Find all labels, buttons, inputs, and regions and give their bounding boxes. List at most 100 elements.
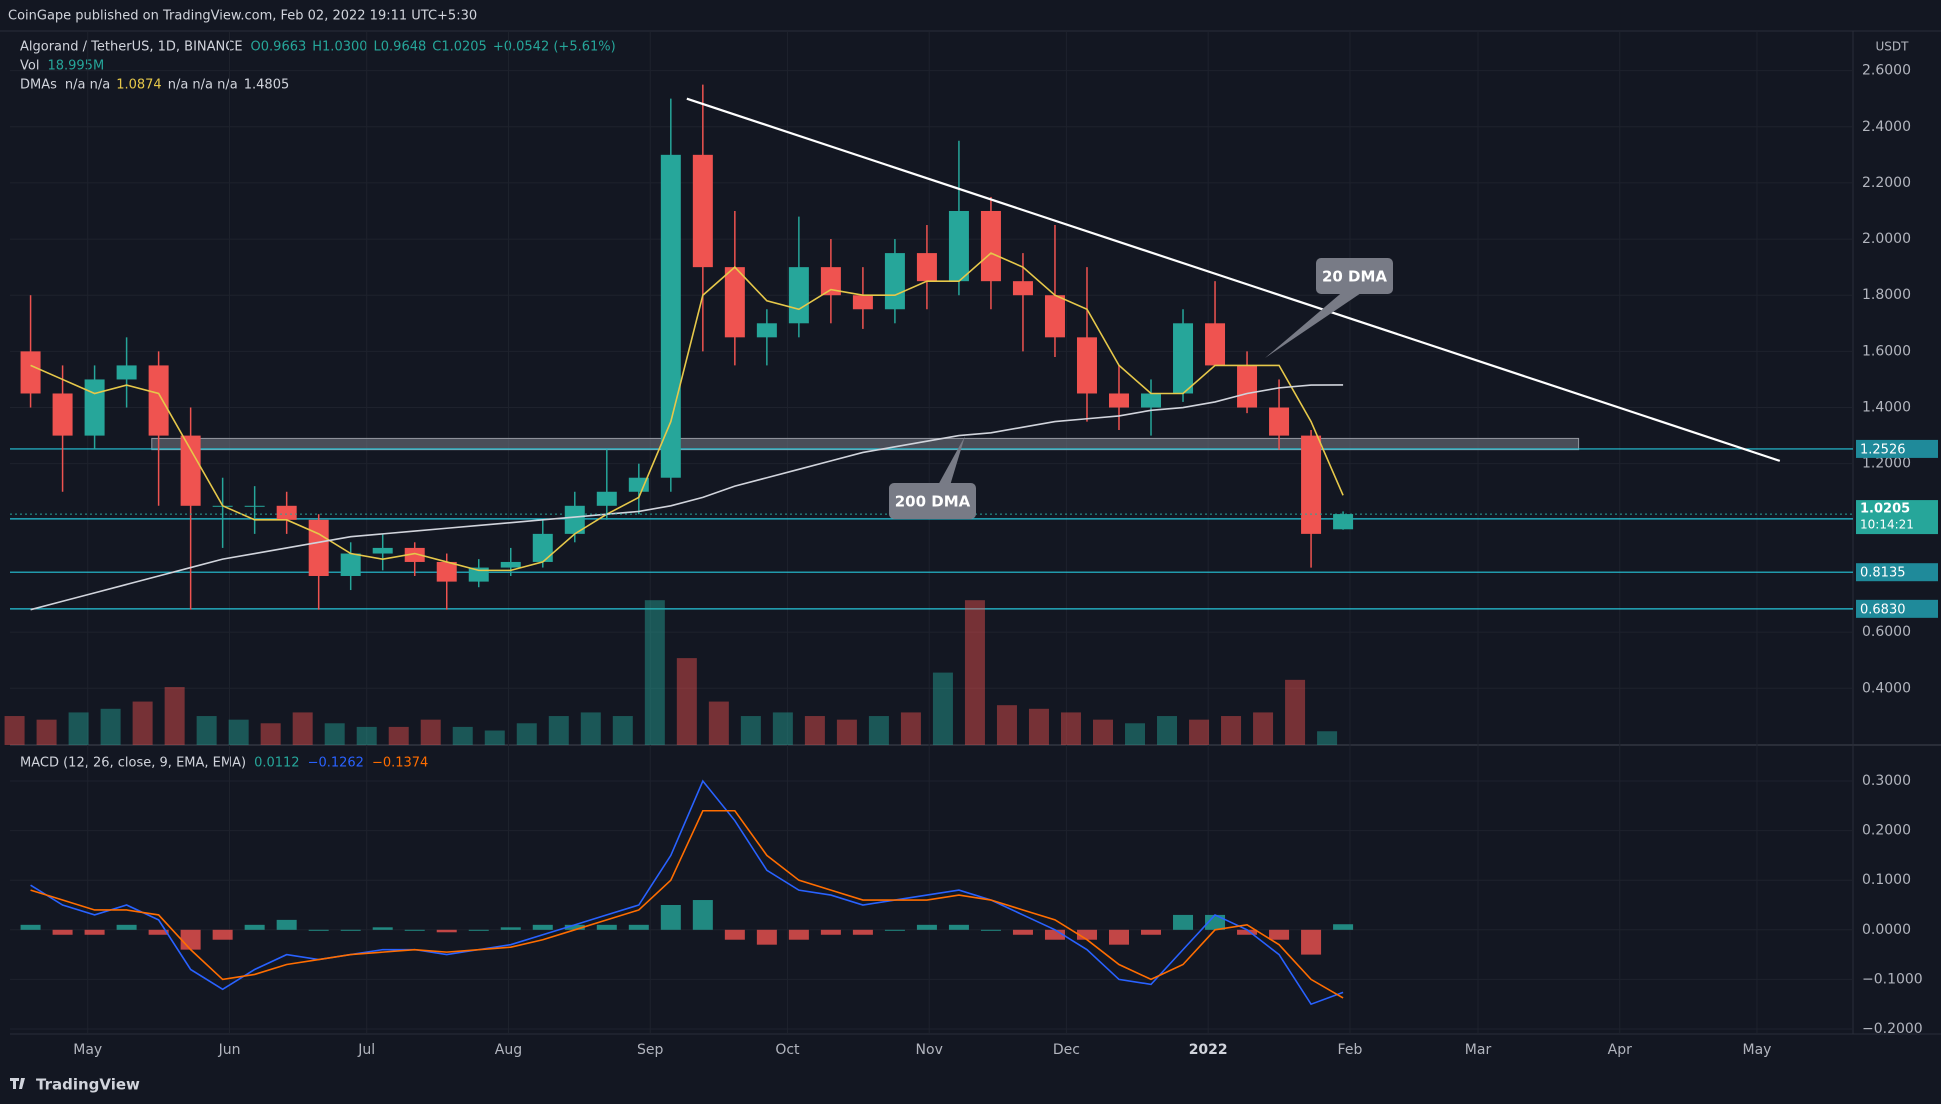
macd-histogram <box>1333 924 1354 930</box>
macd-histogram <box>596 924 617 930</box>
candle-body <box>916 253 937 282</box>
candle-body <box>628 477 649 492</box>
macd-histogram <box>1173 914 1194 930</box>
volume-bar <box>612 716 633 745</box>
legend-item: Algorand / TetherUS, 1D, BINANCE <box>20 40 243 55</box>
candle-body <box>1173 323 1194 394</box>
macd-histogram <box>1076 929 1097 940</box>
macd-histogram <box>532 924 553 930</box>
macd-histogram <box>1044 929 1065 940</box>
volume-bar <box>1317 731 1338 745</box>
volume-bar <box>900 712 921 745</box>
macd-histogram <box>1301 929 1322 955</box>
y2-tick-label: 0.0000 <box>1862 922 1911 938</box>
candle-body <box>372 547 393 554</box>
volume-bar <box>1157 716 1178 745</box>
legend-item: Vol <box>20 59 39 74</box>
x-tick-label: Dec <box>1053 1042 1080 1058</box>
macd-histogram <box>884 929 905 931</box>
x-tick-label: May <box>1742 1042 1771 1058</box>
volume-bar <box>548 716 569 745</box>
macd-histogram <box>1205 914 1226 930</box>
volume-bar <box>1092 719 1113 745</box>
macd-line <box>30 779 1344 1006</box>
price-tag <box>1856 563 1938 582</box>
macd-histogram <box>948 924 969 930</box>
volume-bar <box>292 712 313 745</box>
volume-bar <box>100 708 121 745</box>
candle-body <box>1301 435 1322 534</box>
volume-bar <box>452 726 473 745</box>
candle-body <box>500 561 521 568</box>
macd-histogram <box>436 929 457 933</box>
macd-histogram <box>852 929 873 935</box>
macd-histogram <box>692 900 713 930</box>
price-tag <box>1856 439 1938 458</box>
candle-body <box>1141 393 1162 408</box>
candle-body <box>340 553 361 576</box>
candle-body <box>404 547 425 562</box>
volume-bar <box>772 712 793 745</box>
volume-bar <box>516 723 537 745</box>
candle-body <box>948 210 969 282</box>
legend-item: −0.1262 <box>308 756 364 771</box>
volume-bar <box>1028 708 1049 745</box>
y-tick-label: 1.2000 <box>1862 456 1911 472</box>
y2-tick-label: −0.1000 <box>1862 971 1923 987</box>
macd-histogram <box>916 924 937 930</box>
legend-item: MACD (12, 26, close, 9, EMA, EMA) <box>20 756 246 771</box>
macd-histogram <box>660 905 681 930</box>
volume-bar <box>356 726 377 745</box>
x-tick-label: 2022 <box>1189 1042 1228 1058</box>
legend-item: 0.0112 <box>254 756 300 771</box>
macd-histogram <box>468 929 489 931</box>
volume-bar <box>804 716 825 745</box>
volume-bar <box>164 687 185 745</box>
macd-histogram <box>820 929 841 935</box>
volume-bar <box>68 712 89 745</box>
volume-bar <box>420 719 441 745</box>
candle-body <box>692 154 713 268</box>
volume-bar <box>708 701 729 745</box>
price-tag-label: 1.2526 <box>1860 442 1906 457</box>
y2-tick-label: −0.2000 <box>1862 1021 1923 1037</box>
legend-item: O0.9663 <box>251 40 307 55</box>
volume-bar <box>4 716 25 745</box>
candle-body <box>1044 295 1065 338</box>
candle-body <box>436 561 457 582</box>
volume-bar <box>1189 719 1210 745</box>
callout-box <box>889 483 976 519</box>
candle-body <box>980 210 1001 282</box>
candle-body <box>1269 407 1290 436</box>
legend-item: +0.0542 (+5.61%) <box>493 40 616 55</box>
legend-item: −0.1374 <box>372 756 428 771</box>
candle-body <box>116 365 137 380</box>
macd-histogram <box>20 924 41 930</box>
dma200-line <box>30 384 1344 611</box>
candle-body <box>660 154 681 478</box>
macd-histogram <box>628 924 649 930</box>
x-tick-label: Jun <box>218 1042 241 1058</box>
volume-bar <box>484 730 505 745</box>
volume-bar <box>1285 679 1306 745</box>
macd-histogram <box>1012 929 1033 935</box>
macd-histogram <box>980 929 1001 931</box>
x-tick-label: Oct <box>775 1042 800 1058</box>
x-tick-label: Sep <box>637 1042 664 1058</box>
y-tick-label: 1.6000 <box>1862 343 1911 359</box>
candle-body <box>244 505 265 507</box>
price-tag-label: 0.8135 <box>1860 566 1906 581</box>
y-tick-label: 2.2000 <box>1862 175 1911 191</box>
candle-body <box>84 379 105 436</box>
legend-item: DMAs <box>20 78 57 93</box>
volume-bar <box>868 716 889 745</box>
macd-histogram <box>84 929 105 935</box>
y-tick-label: 1.8000 <box>1862 287 1911 303</box>
x-tick-label: Mar <box>1465 1042 1492 1058</box>
candle-body <box>1333 514 1354 530</box>
macd-histogram <box>52 929 73 935</box>
legend-item: L0.9648 <box>374 40 427 55</box>
candle-body <box>532 533 553 562</box>
macd-histogram <box>212 929 233 940</box>
